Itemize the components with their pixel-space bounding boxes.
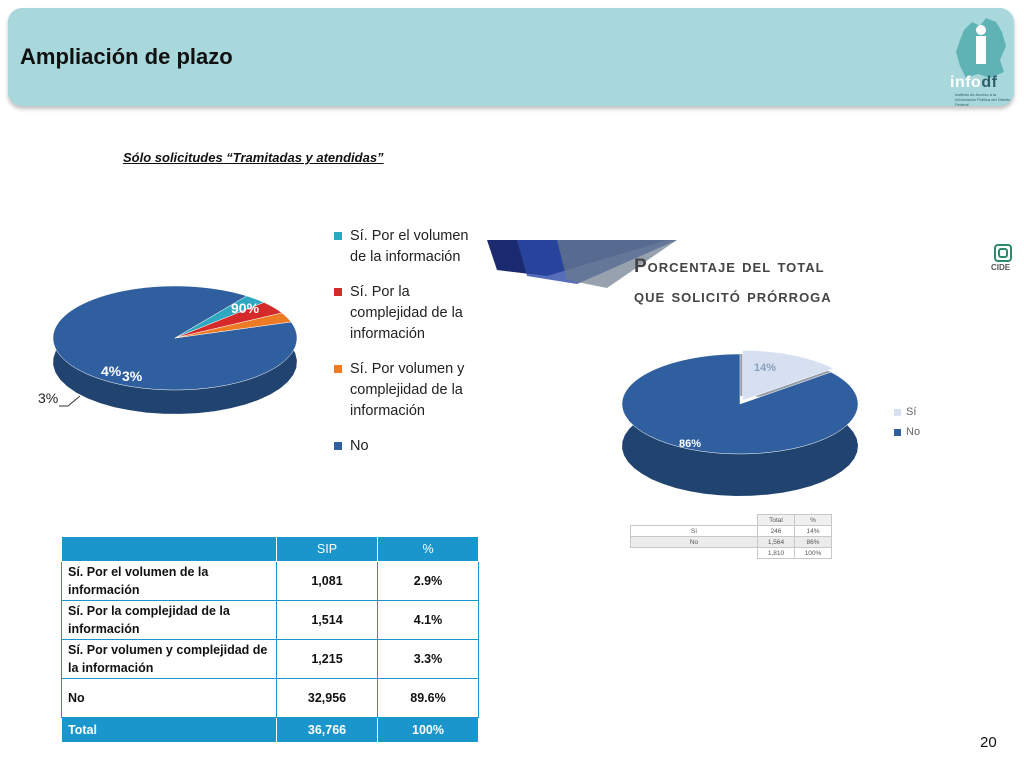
legend-swatch xyxy=(334,365,342,373)
pie2-title: Porcentaje del total que solicitó prórrog… xyxy=(634,256,832,307)
pie-chart-solicitudes xyxy=(52,285,298,414)
cide-label: CIDE xyxy=(991,263,1011,272)
legend-swatch xyxy=(334,288,342,296)
prorroga-table: Total% Sí 246 14% No 1,564 86% 1,810 100% xyxy=(630,514,832,559)
pie1-legend: Sí. Por el volumen de la información Sí.… xyxy=(334,226,484,471)
table-row: Sí 246 14% xyxy=(630,525,832,537)
legend-item-no: No xyxy=(334,436,484,457)
pie-slice xyxy=(742,350,835,401)
pie2-label-no: 86% xyxy=(679,438,702,450)
decorative-ribbon xyxy=(487,240,677,288)
legend-swatch xyxy=(894,409,901,416)
logo-wordmark: infodf xyxy=(950,74,998,91)
table-row: Sí. Por la complejidad de la información… xyxy=(61,600,479,640)
legend-item-si: Sí xyxy=(894,405,920,419)
legend-swatch xyxy=(334,442,342,450)
pie1-label-outside: 3% xyxy=(38,390,59,406)
logo-subtitle: Instituto de Acceso a la Información Púb… xyxy=(955,92,1011,107)
header-banner: Ampliación de plazo xyxy=(8,8,1014,106)
pie-chart-prorroga xyxy=(621,350,859,496)
page-title: Ampliación de plazo xyxy=(20,44,233,69)
table-row: 1,810 100% xyxy=(631,547,832,559)
pie1-leader-line xyxy=(59,395,81,407)
legend-item-no: No xyxy=(894,425,920,439)
table-row: Sí. Por volumen y complejidad de la info… xyxy=(61,639,479,679)
page-number: 20 xyxy=(980,734,997,751)
legend-item-volumen-complejidad: Sí. Por volumen y complejidad de la info… xyxy=(334,359,484,422)
table-row: Sí. Por el volumen de la información 1,08… xyxy=(61,561,479,601)
pie2-label-si: 14% xyxy=(754,362,777,374)
pie-slice xyxy=(621,353,859,455)
pie1-label-no: 90% xyxy=(231,300,260,316)
pie1-label-volumen: 3% xyxy=(122,368,143,384)
legend-item-volumen: Sí. Por el volumen de la información xyxy=(334,226,484,268)
infodf-logo-icon xyxy=(956,18,1006,78)
legend-swatch xyxy=(894,429,901,436)
legend-swatch xyxy=(334,232,342,240)
pie1-label-complejidad: 4% xyxy=(101,363,122,379)
table-row: No 1,564 86% xyxy=(630,536,832,548)
pie2-legend: Sí No xyxy=(894,405,920,445)
chart-subtitle: Sólo solicitudes “Tramitadas y atendidas… xyxy=(123,150,384,165)
pie-slice xyxy=(174,312,292,339)
table-header-row: SIP % xyxy=(61,536,479,562)
table-row: No 32,956 89.6% xyxy=(61,678,479,718)
table-total-row: Total 36,766 100% xyxy=(61,717,479,743)
cide-logo-icon xyxy=(994,244,1012,262)
legend-item-complejidad: Sí. Por la complejidad de la información xyxy=(334,282,484,345)
sip-table: SIP % Sí. Por el volumen de la informaci… xyxy=(61,536,479,743)
